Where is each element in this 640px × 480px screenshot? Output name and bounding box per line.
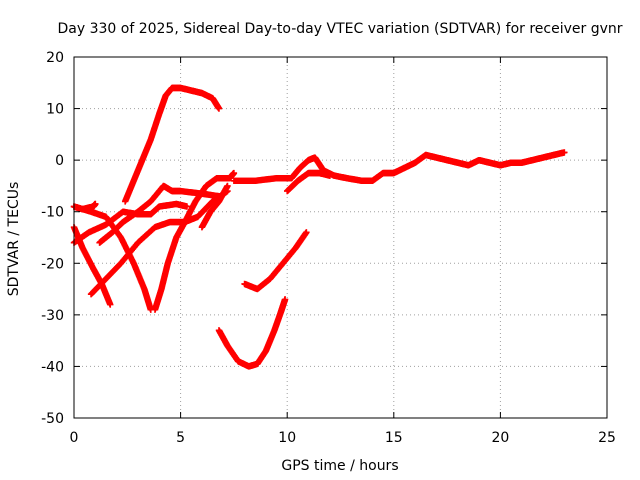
series-arc-small-rise — [198, 182, 231, 231]
series-arc-mid-rise — [241, 229, 310, 293]
chart-title: Day 330 of 2025, Sidereal Day-to-day VTE… — [57, 21, 622, 37]
series-arc-mid-group — [96, 182, 223, 246]
x-tick-label: 5 — [176, 430, 185, 446]
y-tick-label: -20 — [41, 256, 64, 272]
y-tick-label: 0 — [55, 153, 64, 169]
series-arc-late-tail — [284, 169, 334, 195]
series-arc-cross-3 — [70, 200, 191, 246]
x-tick-label: 0 — [70, 430, 79, 446]
series-arc-deep-V — [70, 223, 114, 308]
x-tick-label: 10 — [278, 430, 296, 446]
series-arc-long-horizontal — [230, 149, 568, 184]
data-point — [107, 301, 114, 308]
y-tick-label: 10 — [46, 102, 64, 118]
plot-frame — [73, 56, 608, 419]
y-tick-label: -30 — [41, 308, 64, 324]
y-axis-label: SDTVAR / TECUs — [6, 182, 22, 297]
data-point — [230, 169, 238, 177]
data-points — [70, 84, 568, 370]
data-point — [303, 229, 310, 236]
x-axis-label: GPS time / hours — [281, 458, 398, 474]
data-point — [215, 105, 223, 112]
grid-lines — [74, 57, 607, 418]
y-tick-label: -50 — [41, 411, 64, 427]
data-point — [326, 172, 334, 179]
y-tick-label: -10 — [41, 205, 64, 221]
x-tick-label: 15 — [385, 430, 403, 446]
x-tick-label: 25 — [598, 430, 616, 446]
y-tick-label: -40 — [41, 359, 64, 375]
data-point — [561, 149, 568, 156]
data-point — [183, 203, 191, 210]
axis-ticks: 0 5 10 15 20 25 -50 -40 -30 -20 -10 0 10 20 — [41, 50, 616, 446]
data-point — [224, 182, 231, 190]
series-arc-rise-peak — [121, 84, 223, 205]
series-arc-low-dip — [215, 296, 289, 370]
data-point — [92, 200, 99, 208]
y-tick-label: 20 — [46, 50, 64, 66]
x-tick-label: 20 — [491, 430, 509, 446]
data-point — [281, 296, 289, 303]
series-arc-early-cluster — [70, 200, 99, 213]
